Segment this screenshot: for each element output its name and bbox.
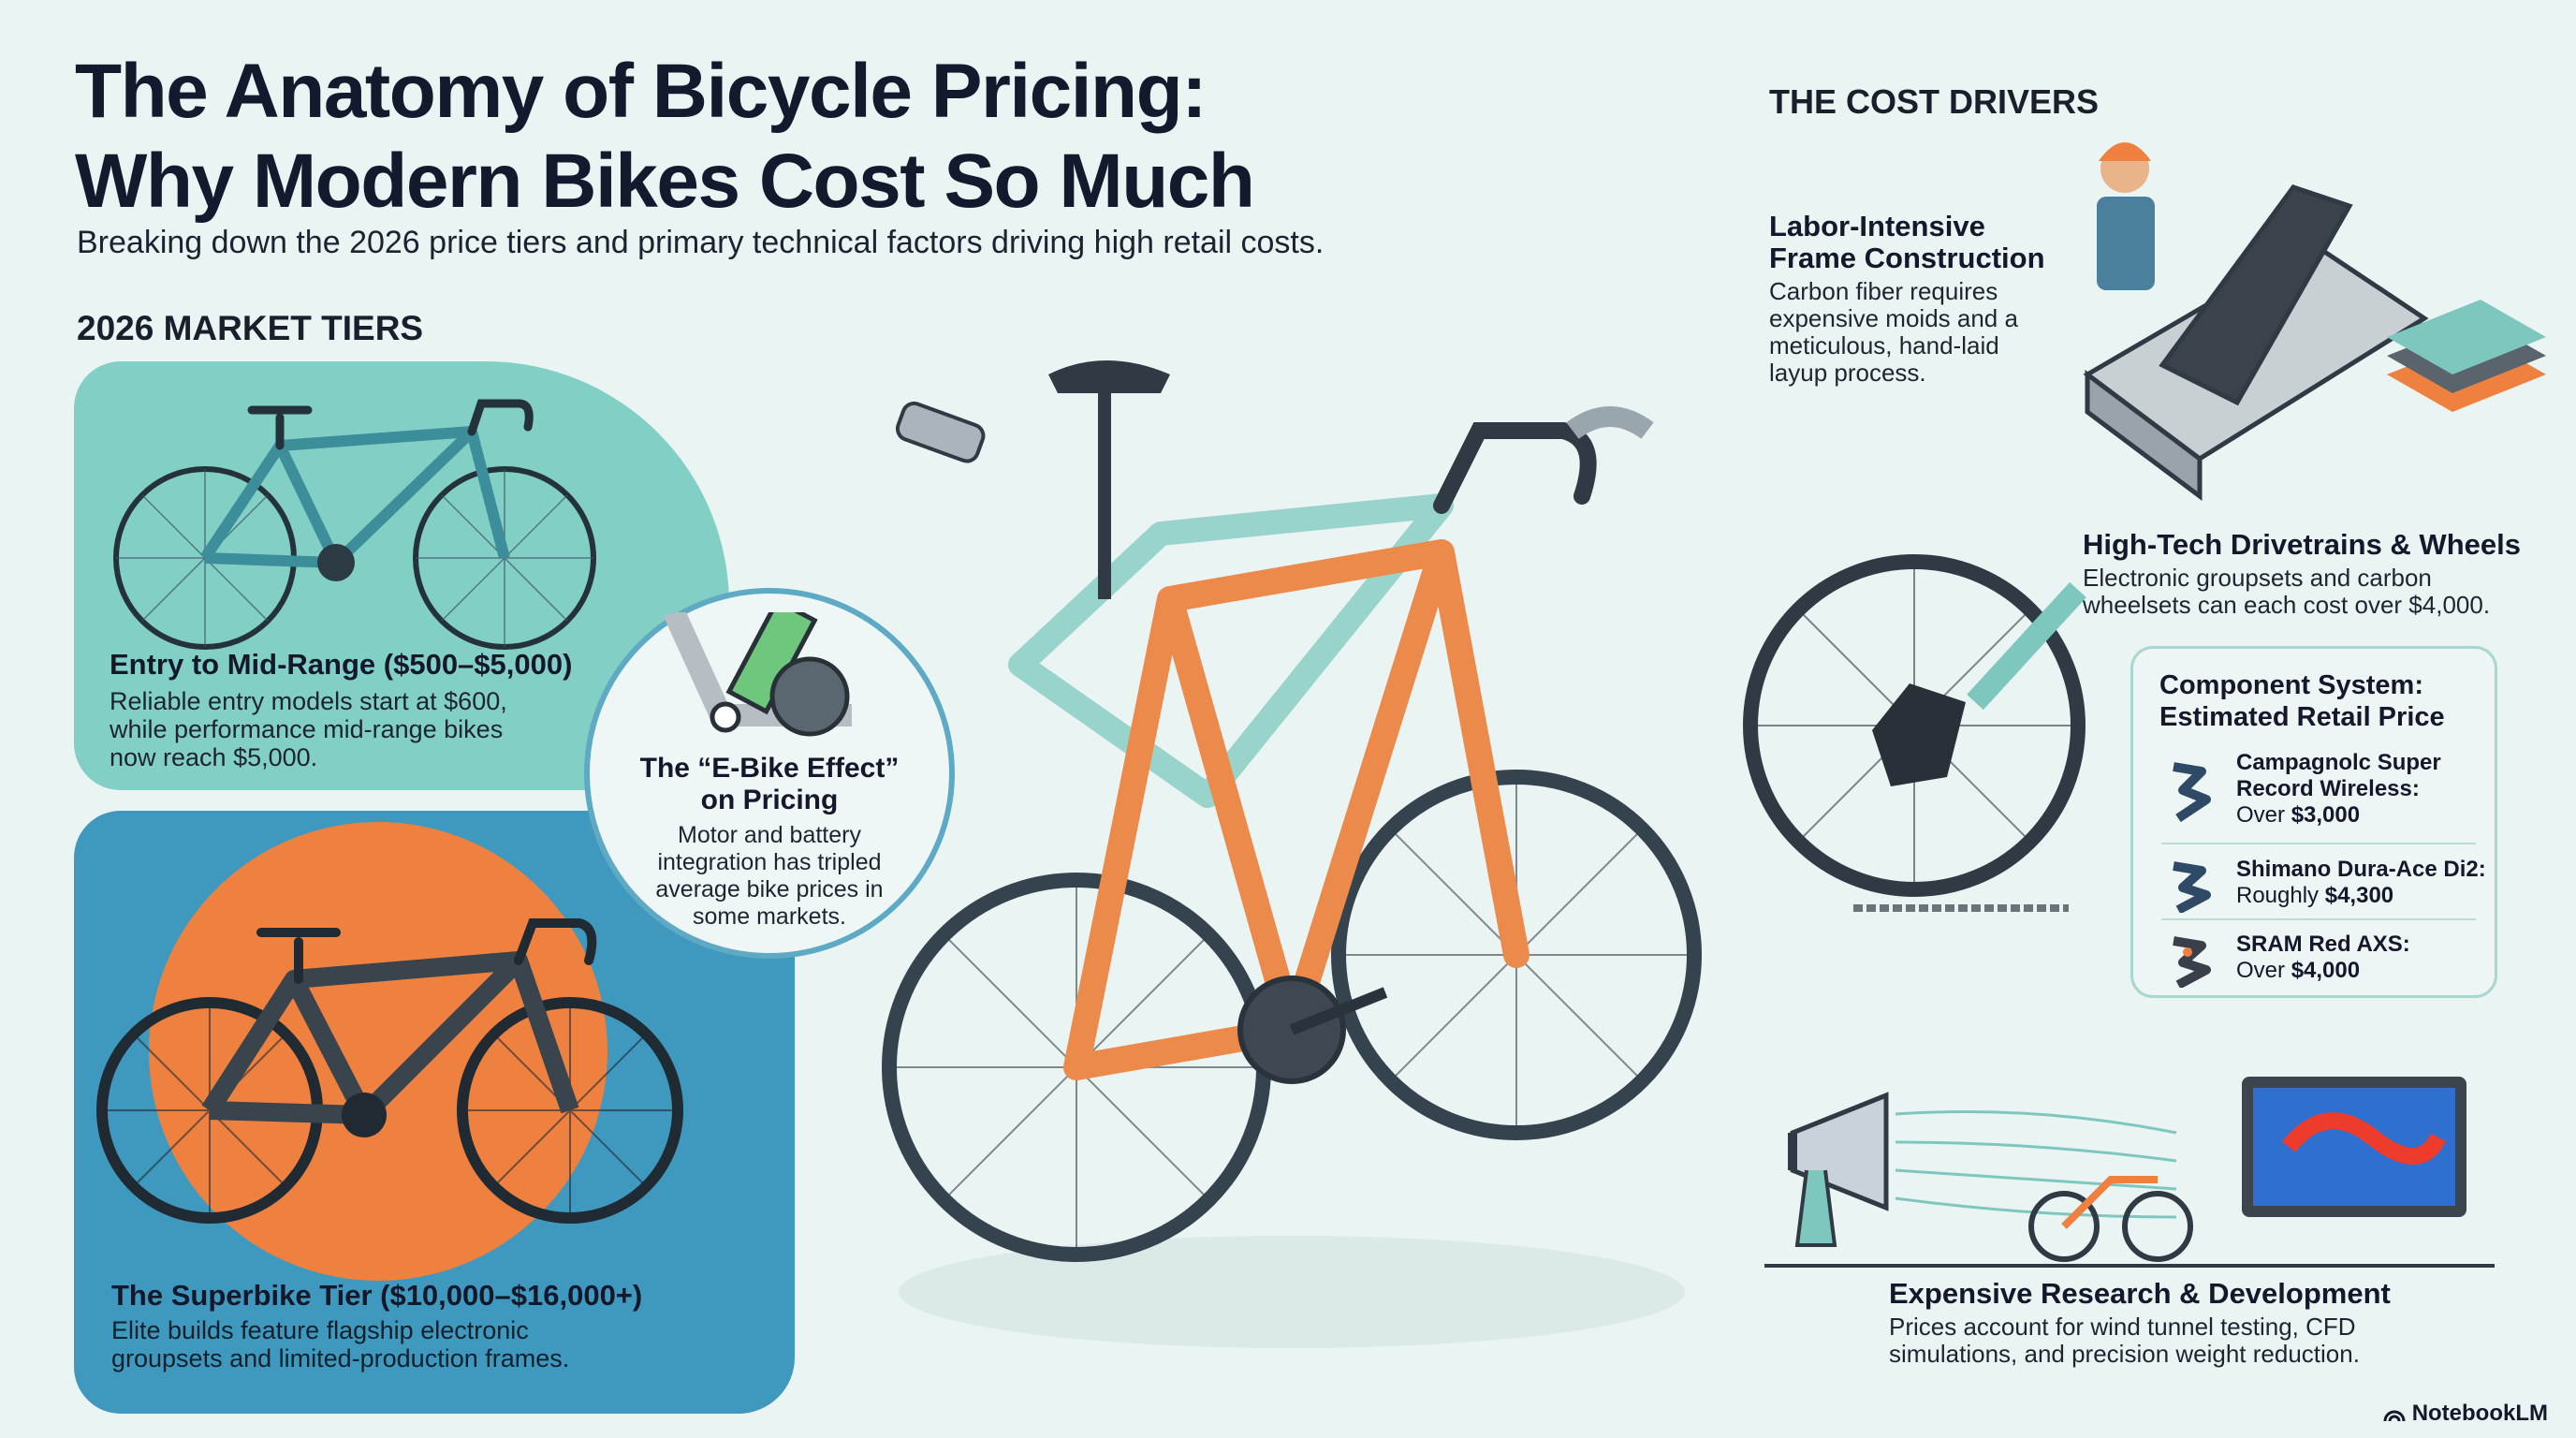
- superbike-tier-title: The Superbike Tier ($10,000–$16,000+): [111, 1279, 643, 1312]
- rnd-text: simulations, and precision weight reduct…: [1889, 1340, 2360, 1368]
- drivetrain-text: wheelsets can each cost over $4,000.: [2083, 591, 2491, 619]
- ebike-text: average bike prices in: [655, 876, 884, 902]
- labor-text: expensive moids and a: [1769, 304, 2018, 332]
- superbike-tier-text: groupsets and limited-production frames.: [111, 1344, 570, 1372]
- entry-tier-title: Entry to Mid-Range ($500–$5,000): [110, 648, 573, 681]
- labor-text: layup process.: [1769, 359, 1926, 387]
- page-subtitle: Breaking down the 2026 price tiers and p…: [77, 225, 1325, 260]
- component-name: Campagnolc Super: [2236, 750, 2441, 775]
- component-qualifier: Roughly: [2236, 883, 2320, 908]
- component-name: Record Wireless:: [2236, 776, 2420, 801]
- rnd-driver: Expensive Research & Development Prices …: [1889, 1278, 2391, 1368]
- logo-text: NotebookLM: [2411, 1401, 2548, 1426]
- ebike-motor-icon: [665, 612, 852, 737]
- exploded-bike-illustration: [882, 360, 1702, 1348]
- component-price: $4,000: [2291, 958, 2361, 983]
- component-item: Shimano Dura-Ace Di2: Roughly $4,300: [2133, 857, 2495, 913]
- market-tiers-heading: 2026 MARKET TIERS: [77, 309, 424, 347]
- entry-tier-text: while performance mid-range bikes: [110, 715, 504, 743]
- divider: [2161, 918, 2476, 920]
- superbike-illustration: [96, 918, 683, 1224]
- rnd-title: Expensive Research & Development: [1889, 1277, 2391, 1310]
- ebike-text: integration has tripled: [657, 849, 882, 875]
- component-qualifier: Over: [2236, 958, 2286, 983]
- component-box-title: Estimated Retail Price: [2159, 702, 2445, 732]
- ebike-title: The “E-Bike Effect”: [639, 753, 900, 784]
- superbike-tier-text: Elite builds feature flagship electronic: [111, 1316, 529, 1344]
- title-line-2: Why Modern Bikes Cost So Much: [75, 139, 1255, 224]
- component-name: Shimano Dura-Ace Di2:: [2236, 857, 2486, 882]
- entry-tier-text: Reliable entry models start at $600,: [110, 687, 507, 715]
- component-name: SRAM Red AXS:: [2236, 932, 2410, 957]
- component-item: Campagnolc Super Record Wireless: Over $…: [2133, 750, 2495, 829]
- frame-mold-worker-illustration: [2083, 142, 2546, 501]
- drivetrain-text: Electronic groupsets and carbon: [2083, 564, 2432, 592]
- ebike-effect-callout: The “E-Bike Effect” on Pricing Motor and…: [584, 588, 955, 959]
- cost-drivers-heading: THE COST DRIVERS: [1769, 82, 2100, 121]
- entry-tier-text: now reach $5,000.: [110, 743, 318, 771]
- rnd-text: Prices account for wind tunnel testing, …: [1889, 1313, 2356, 1341]
- seatpost-part: [895, 401, 986, 463]
- notebooklm-logo: NotebookLM: [2382, 1401, 2548, 1427]
- road-bike-illustration: [113, 399, 596, 650]
- ebike-title: on Pricing: [700, 785, 839, 815]
- wind-tunnel-illustration: [1764, 1077, 2495, 1268]
- page-title: The Anatomy of Bicycle Pricing: Why Moder…: [75, 47, 1255, 227]
- derailleur-icon: [2173, 936, 2211, 988]
- component-item: SRAM Red AXS: Over $4,000: [2133, 932, 2495, 988]
- notebooklm-icon: [2383, 1410, 2406, 1422]
- labor-title: Frame Construction: [1769, 242, 2045, 274]
- ebike-text: some markets.: [693, 903, 846, 930]
- drivetrain-driver: High-Tech Drivetrains & Wheels Electroni…: [2083, 529, 2521, 619]
- labor-driver: Labor-Intensive Frame Construction Carbo…: [1769, 211, 2045, 387]
- ebike-text: Motor and battery: [678, 822, 861, 848]
- title-line-1: The Anatomy of Bicycle Pricing:: [75, 49, 1208, 134]
- orange-circle-decoration: [149, 822, 607, 1281]
- drivetrain-wheel-illustration: [1743, 554, 2086, 912]
- component-price: $3,000: [2291, 802, 2361, 828]
- component-price-box: Component System: Estimated Retail Price…: [2130, 646, 2497, 998]
- entry-tier-panel: Entry to Mid-Range ($500–$5,000) Reliabl…: [74, 361, 729, 790]
- derailleur-icon: [2173, 861, 2211, 913]
- component-qualifier: Over: [2236, 802, 2286, 828]
- labor-text: meticulous, hand-laid: [1769, 331, 1999, 360]
- derailleur-icon: [2173, 762, 2211, 823]
- labor-title: Labor-Intensive: [1769, 210, 1985, 242]
- component-price: $4,300: [2324, 883, 2394, 908]
- component-box-title: Component System:: [2159, 670, 2423, 700]
- divider: [2161, 843, 2476, 844]
- drivetrain-title: High-Tech Drivetrains & Wheels: [2083, 528, 2521, 561]
- labor-text: Carbon fiber requires: [1769, 277, 1998, 305]
